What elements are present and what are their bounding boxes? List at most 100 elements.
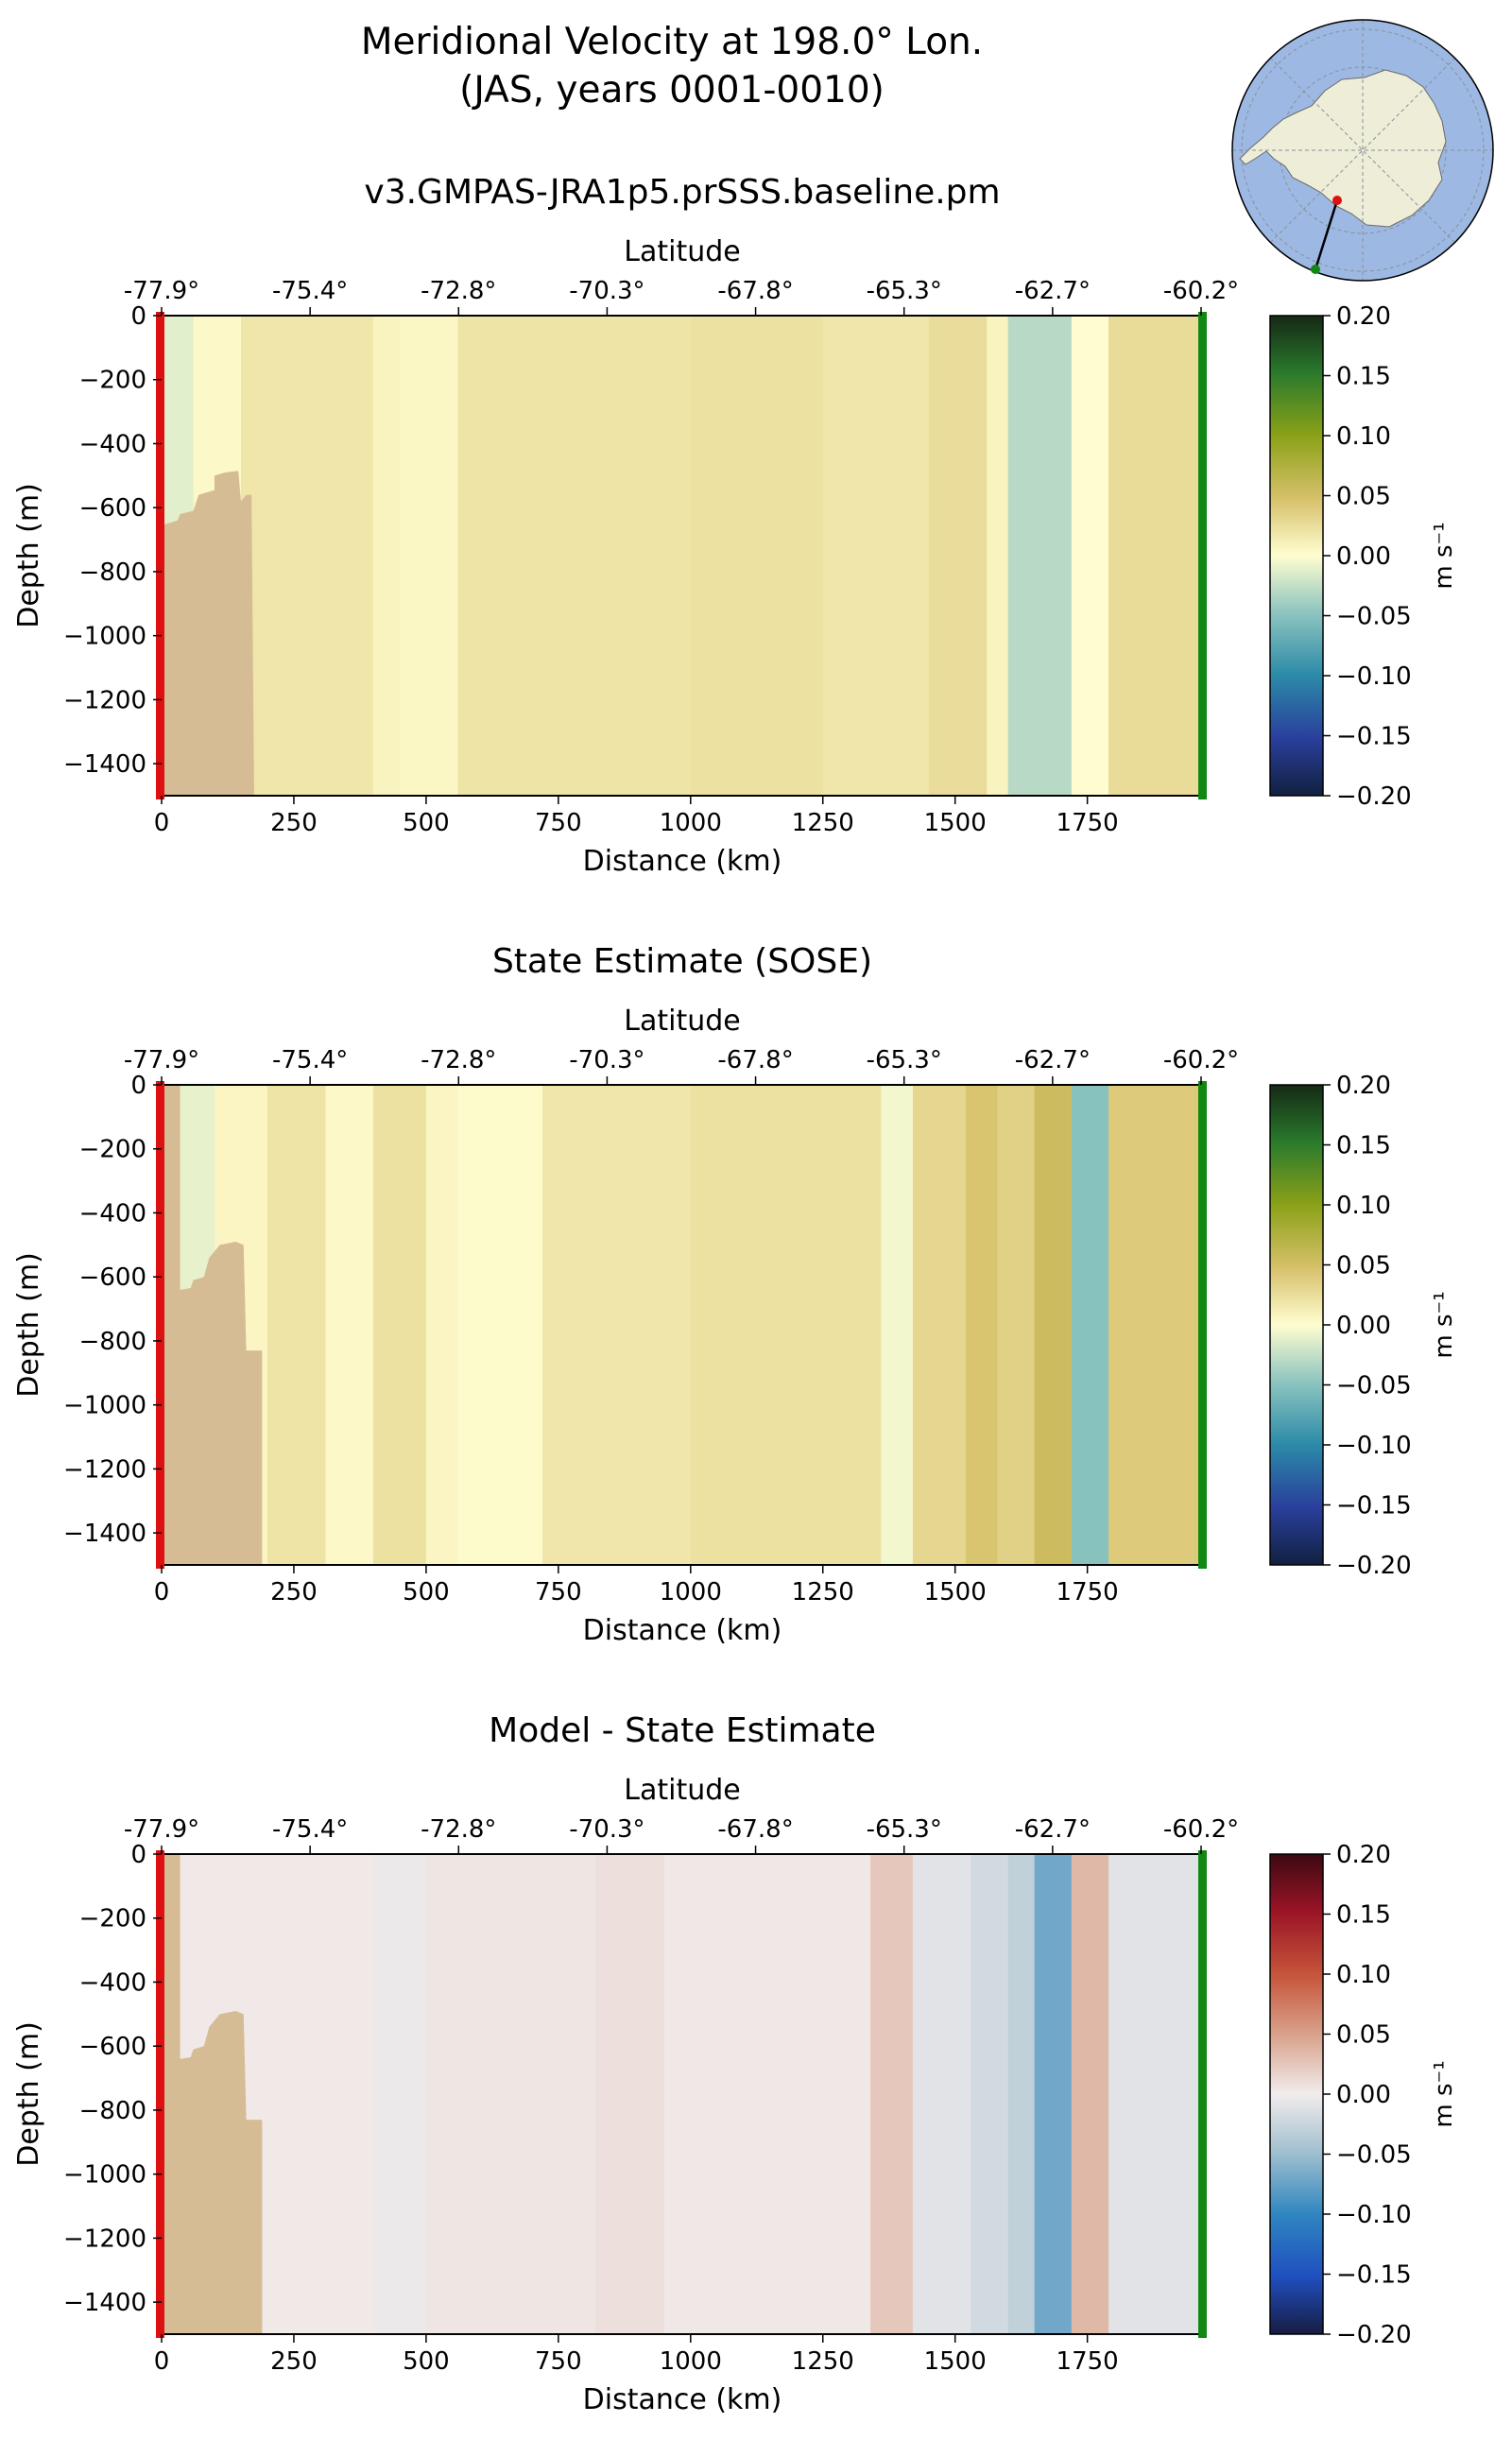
panel-1-lat-ticks: -77.9° -75.4° -72.8° -70.3° -67.8° -65.3° -62.… xyxy=(124,277,1239,316)
panel-2-column-13 xyxy=(1034,1085,1073,1565)
panel-1-colorbar xyxy=(1269,315,1324,797)
panel-1-x-tick-label-2: 500 xyxy=(403,809,450,837)
panel-1-x-tick-label-3: 750 xyxy=(535,809,582,837)
panel-2-x-tick-label-0: 0 xyxy=(154,1578,170,1606)
panel-3-y-tick-label-7: −1400 xyxy=(63,2289,146,2317)
panel-1-heatmap xyxy=(162,316,1201,796)
figure-title-line1: Meridional Velocity at 198.0° Lon. xyxy=(361,21,983,63)
panel-2-column-11 xyxy=(965,1085,999,1565)
panel-1-plot xyxy=(162,316,1201,796)
panel-1-lat-tick-label-4: -67.8° xyxy=(717,277,793,305)
panel-2-column-3 xyxy=(325,1085,374,1565)
panel-2-y-tick-label-3: −600 xyxy=(79,1263,146,1292)
panel-3-colorbar-ticks: 0.20 0.15 0.10 0.05 0.00 −0.05 −0.10 −0.15 −0.20 xyxy=(1323,1841,1412,2349)
panel-2-land-mask xyxy=(162,1085,263,1565)
panel-3-colorbar-tick-label-1: 0.15 xyxy=(1336,1901,1391,1930)
panel-1-lat-tick-label-7: -60.2° xyxy=(1163,277,1239,305)
panel-3-latitude-label: Latitude xyxy=(624,1774,740,1807)
panel-1-xlabel: Distance (km) xyxy=(583,845,782,878)
panel-2-y-ticks: 0 −200 −400 −600 −800 −1000 −1200 −1400 xyxy=(63,1072,162,1548)
panel-2-end-marker xyxy=(1198,1081,1207,1569)
panel-2-lat-tick-label-1: -75.4° xyxy=(272,1046,348,1074)
panel-2-x-tick-label-1: 250 xyxy=(270,1578,318,1606)
panel-2-column-12 xyxy=(997,1085,1036,1565)
panel-2-column-7 xyxy=(542,1085,692,1565)
panel-2-colorbar-ticks: 0.20 0.15 0.10 0.05 0.00 −0.05 −0.10 −0.15 −0.20 xyxy=(1323,1072,1412,1580)
panel-3-x-tick-label-2: 500 xyxy=(403,2347,450,2376)
panel-3-x-ticks: 0 250 500 750 1000 1250 1500 1750 xyxy=(154,2334,1119,2376)
panel-2-column-15 xyxy=(1108,1085,1201,1565)
panel-1: v3.GMPAS-JRA1p5.prSSS.baseline.pm Latitu… xyxy=(12,173,1458,878)
panel-2-ylabel: Depth (m) xyxy=(12,1252,45,1398)
panel-1-column-5 xyxy=(457,316,559,796)
panel-2-title: State Estimate (SOSE) xyxy=(492,942,872,981)
panel-3-y-tick-label-2: −400 xyxy=(79,1968,146,1997)
panel-1-lat-tick-label-0: -77.9° xyxy=(124,277,199,305)
panel-1-colorbar-ticks: 0.20 0.15 0.10 0.05 0.00 −0.05 −0.10 −0.15 −0.20 xyxy=(1323,302,1412,811)
inset-border xyxy=(1231,19,1494,282)
panel-2: State Estimate (SOSE) Latitude 0 250 500 75… xyxy=(12,942,1458,1647)
panel-3-column-8 xyxy=(1007,1854,1036,2334)
panel-2-y-tick-label-6: −1200 xyxy=(63,1455,146,1484)
panel-3-lat-tick-label-1: -75.4° xyxy=(272,1815,348,1844)
panel-1-column-9 xyxy=(928,316,988,796)
panel-1-colorbar-tick-label-4: 0.00 xyxy=(1336,542,1391,571)
panel-2-column-14 xyxy=(1071,1085,1109,1565)
panel-3-x-tick-label-6: 1500 xyxy=(924,2347,987,2376)
panel-2-colorbar-tick-label-6: −0.10 xyxy=(1336,1432,1412,1460)
panel-2-column-2 xyxy=(266,1085,327,1565)
panel-2-x-tick-label-6: 1500 xyxy=(924,1578,987,1606)
panel-1-colorbar-tick-label-0: 0.20 xyxy=(1336,302,1391,331)
panel-1-x-tick-label-4: 1000 xyxy=(660,809,722,837)
panel-1-column-10 xyxy=(987,316,1009,796)
panel-3-colorbar-tick-label-0: 0.20 xyxy=(1336,1841,1391,1869)
panel-3: Model - State Estimate Latitude 0 250 500 7… xyxy=(12,1711,1458,2416)
panel-3-end-marker xyxy=(1198,1850,1207,2338)
panel-3-x-tick-label-3: 750 xyxy=(535,2347,582,2376)
panel-1-colorbar-tick-label-7: −0.15 xyxy=(1336,723,1412,751)
panel-1-y-tick-label-7: −1400 xyxy=(63,750,146,779)
panel-3-lat-tick-label-4: -67.8° xyxy=(717,1815,793,1844)
panel-2-y-tick-label-1: −200 xyxy=(79,1136,146,1164)
panel-1-colorbar-tick-label-8: −0.20 xyxy=(1336,782,1412,811)
panel-1-ylabel: Depth (m) xyxy=(12,483,45,628)
inset-transect-start xyxy=(1332,196,1342,205)
panel-2-xlabel: Distance (km) xyxy=(583,1614,782,1647)
panel-1-column-3 xyxy=(372,316,401,796)
panel-3-land-mask xyxy=(162,1854,263,2334)
panel-1-column-8 xyxy=(822,316,930,796)
panel-3-x-tick-label-0: 0 xyxy=(154,2347,170,2376)
panel-3-column-10 xyxy=(1071,1854,1109,2334)
panel-1-x-tick-label-0: 0 xyxy=(154,809,170,837)
panel-2-colorbar-tick-label-3: 0.05 xyxy=(1336,1252,1391,1280)
panel-1-x-tick-label-6: 1500 xyxy=(924,809,987,837)
panel-3-colorbar-label: m s⁻¹ xyxy=(1430,2060,1458,2127)
panel-3-xlabel: Distance (km) xyxy=(583,2383,782,2416)
panel-1-colorbar-tick-label-3: 0.05 xyxy=(1336,483,1391,511)
panel-2-colorbar-tick-label-1: 0.15 xyxy=(1336,1132,1391,1160)
panel-3-heatmap xyxy=(162,1854,1201,2334)
panel-3-lat-ticks: -77.9° -75.4° -72.8° -70.3° -67.8° -65.3° -62.… xyxy=(124,1815,1239,1854)
panel-3-ylabel: Depth (m) xyxy=(12,2021,45,2167)
panel-1-y-tick-label-1: −200 xyxy=(79,367,146,395)
panel-1-colorbar-tick-label-5: −0.05 xyxy=(1336,603,1412,631)
panel-2-lat-ticks: -77.9° -75.4° -72.8° -70.3° -67.8° -65.3° -62.… xyxy=(124,1046,1239,1085)
panel-3-colorbar-tick-label-4: 0.00 xyxy=(1336,2081,1391,2109)
inset-antarctica xyxy=(1239,69,1447,228)
panel-3-colorbar xyxy=(1269,1853,1324,2335)
panel-1-lat-tick-label-6: -62.7° xyxy=(1015,277,1091,305)
panel-2-x-ticks: 0 250 500 750 1000 1250 1500 1750 xyxy=(154,1565,1119,1606)
panel-1-x-ticks: 0 250 500 750 1000 1250 1500 1750 xyxy=(154,796,1119,837)
panel-3-start-marker xyxy=(156,1850,164,2338)
panel-1-colorbar-tick-label-1: 0.15 xyxy=(1336,363,1391,391)
panel-2-y-tick-label-4: −800 xyxy=(79,1328,146,1356)
panel-3-column-2 xyxy=(425,1854,596,2334)
panel-2-colorbar-tick-label-8: −0.20 xyxy=(1336,1552,1412,1580)
panel-3-lat-tick-label-7: -60.2° xyxy=(1163,1815,1239,1844)
panel-2-lat-tick-label-2: -72.8° xyxy=(421,1046,496,1074)
panel-2-x-tick-label-2: 500 xyxy=(403,1578,450,1606)
panel-2-colorbar-tick-label-4: 0.00 xyxy=(1336,1312,1391,1340)
panel-3-column-6 xyxy=(912,1854,972,2334)
panel-1-latitude-label: Latitude xyxy=(624,235,740,268)
panel-2-colorbar-tick-label-2: 0.10 xyxy=(1336,1192,1391,1220)
